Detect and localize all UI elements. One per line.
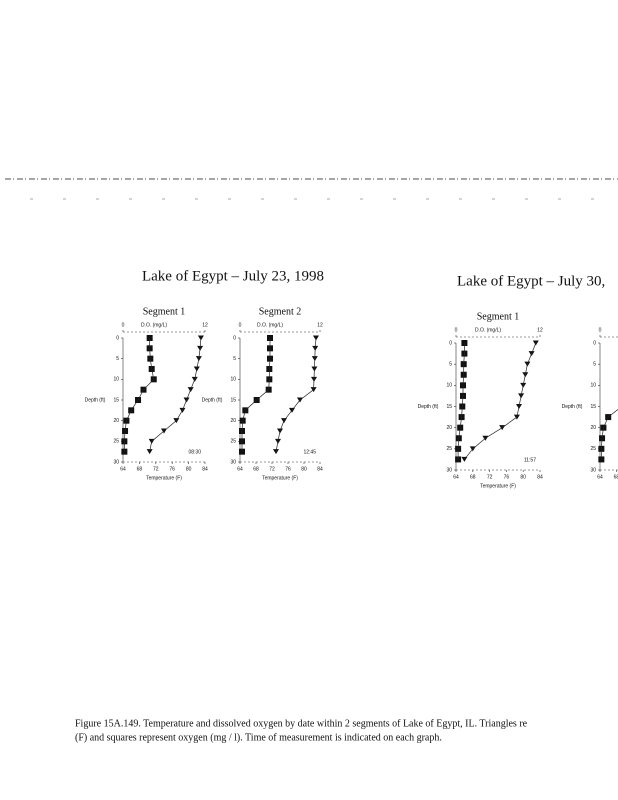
caption: (F) and squares represent oxygen (mg / l… xyxy=(75,732,442,743)
depth-axis-label: Depth (ft) xyxy=(418,404,439,410)
temp-tick-label: 68 xyxy=(470,474,476,480)
oxygen-tick-label: 12 xyxy=(317,322,323,328)
depth-tick-label: 30 xyxy=(230,459,236,465)
figure-title: Lake of Egypt – July 23, 1998 xyxy=(142,268,324,284)
depth-tick-label: 10 xyxy=(230,377,236,383)
temperature-line xyxy=(149,337,202,452)
oxygen-line xyxy=(457,343,465,460)
oxygen-line xyxy=(241,338,271,452)
depth-tick-label: 30 xyxy=(113,459,119,465)
temp-tick-label: 80 xyxy=(301,466,307,472)
temp-axis-label: Temperature (F) xyxy=(480,483,516,489)
temp-axis-label: Temperature (F) xyxy=(146,475,182,481)
depth-tick-label: 0 xyxy=(116,335,119,341)
depth-tick-label: 25 xyxy=(590,446,596,452)
temp-tick-label: 84 xyxy=(202,466,208,472)
depth-tick-label: 25 xyxy=(113,439,119,445)
segment-label: Segment 2 xyxy=(259,306,302,317)
temp-tick-label: 76 xyxy=(285,466,291,472)
temp-tick-label: 80 xyxy=(186,466,192,472)
oxygen-tick-label: 12 xyxy=(202,322,208,328)
temp-tick-label: 68 xyxy=(253,466,259,472)
temp-tick-label: 64 xyxy=(597,474,603,480)
caption: Figure 15A.149. Temperature and dissolve… xyxy=(75,718,528,729)
temp-tick-label: 64 xyxy=(453,474,459,480)
depth-tick-label: 0 xyxy=(593,340,596,346)
oxygen-tick-label: 12 xyxy=(537,327,543,333)
depth-tick-label: 30 xyxy=(446,467,452,473)
depth-tick-label: 10 xyxy=(446,383,452,389)
depth-tick-label: 15 xyxy=(590,404,596,410)
depth-tick-label: 30 xyxy=(590,467,596,473)
temp-tick-label: 64 xyxy=(120,466,126,472)
temp-tick-label: 76 xyxy=(504,474,510,480)
depth-tick-label: 20 xyxy=(590,425,596,431)
depth-axis-label: Depth (ft) xyxy=(562,404,583,410)
time-label: 08:30 xyxy=(188,449,201,455)
temp-tick-label: 72 xyxy=(269,466,275,472)
temp-tick-label: 76 xyxy=(169,466,175,472)
temperature-line xyxy=(464,342,537,460)
depth-tick-label: 20 xyxy=(230,418,236,424)
depth-tick-label: 5 xyxy=(449,361,452,367)
time-label: 12:45 xyxy=(303,449,316,455)
depth-tick-label: 15 xyxy=(113,397,119,403)
temp-tick-label: 84 xyxy=(537,474,543,480)
depth-tick-label: 5 xyxy=(593,361,596,367)
temp-axis-label: Temperature (F) xyxy=(262,475,298,481)
temp-tick-label: 72 xyxy=(153,466,159,472)
segment-label: Segment 1 xyxy=(477,311,520,322)
depth-tick-label: 10 xyxy=(113,377,119,383)
temperature-line xyxy=(275,337,317,452)
oxygen-tick-label: 0 xyxy=(455,327,458,333)
depth-tick-label: 0 xyxy=(233,335,236,341)
oxygen-axis-label: D.O. (mg/L) xyxy=(257,322,283,328)
depth-tick-label: 15 xyxy=(230,397,236,403)
oxygen-line xyxy=(124,338,155,452)
depth-tick-label: 25 xyxy=(230,439,236,445)
depth-tick-label: 0 xyxy=(449,340,452,346)
depth-tick-label: 25 xyxy=(446,446,452,452)
figure-title: Lake of Egypt – July 30, xyxy=(457,273,605,289)
oxygen-tick-label: 0 xyxy=(122,322,125,328)
depth-axis-label: Depth (ft) xyxy=(85,397,106,403)
temp-tick-label: 68 xyxy=(137,466,143,472)
depth-axis-label: Depth (ft) xyxy=(202,397,223,403)
temp-tick-label: 72 xyxy=(487,474,493,480)
depth-tick-label: 20 xyxy=(446,425,452,431)
temp-tick-label: 64 xyxy=(237,466,243,472)
oxygen-tick-label: 0 xyxy=(599,327,602,333)
depth-tick-label: 5 xyxy=(233,356,236,362)
oxygen-axis-label: D.O. (mg/L) xyxy=(141,322,167,328)
temp-tick-label: 84 xyxy=(317,466,323,472)
time-label: 11:57 xyxy=(524,457,536,463)
depth-tick-label: 5 xyxy=(116,356,119,362)
depth-tick-label: 20 xyxy=(113,418,119,424)
oxygen-tick-label: 0 xyxy=(239,322,242,328)
depth-tick-label: 15 xyxy=(446,404,452,410)
temp-tick-label: 80 xyxy=(520,474,526,480)
depth-tick-label: 10 xyxy=(590,383,596,389)
oxygen-line xyxy=(601,409,618,460)
oxygen-axis-label: D.O. (mg/L) xyxy=(475,327,501,333)
segment-label: Segment 1 xyxy=(143,306,186,317)
temp-tick-label: 68 xyxy=(614,474,618,480)
